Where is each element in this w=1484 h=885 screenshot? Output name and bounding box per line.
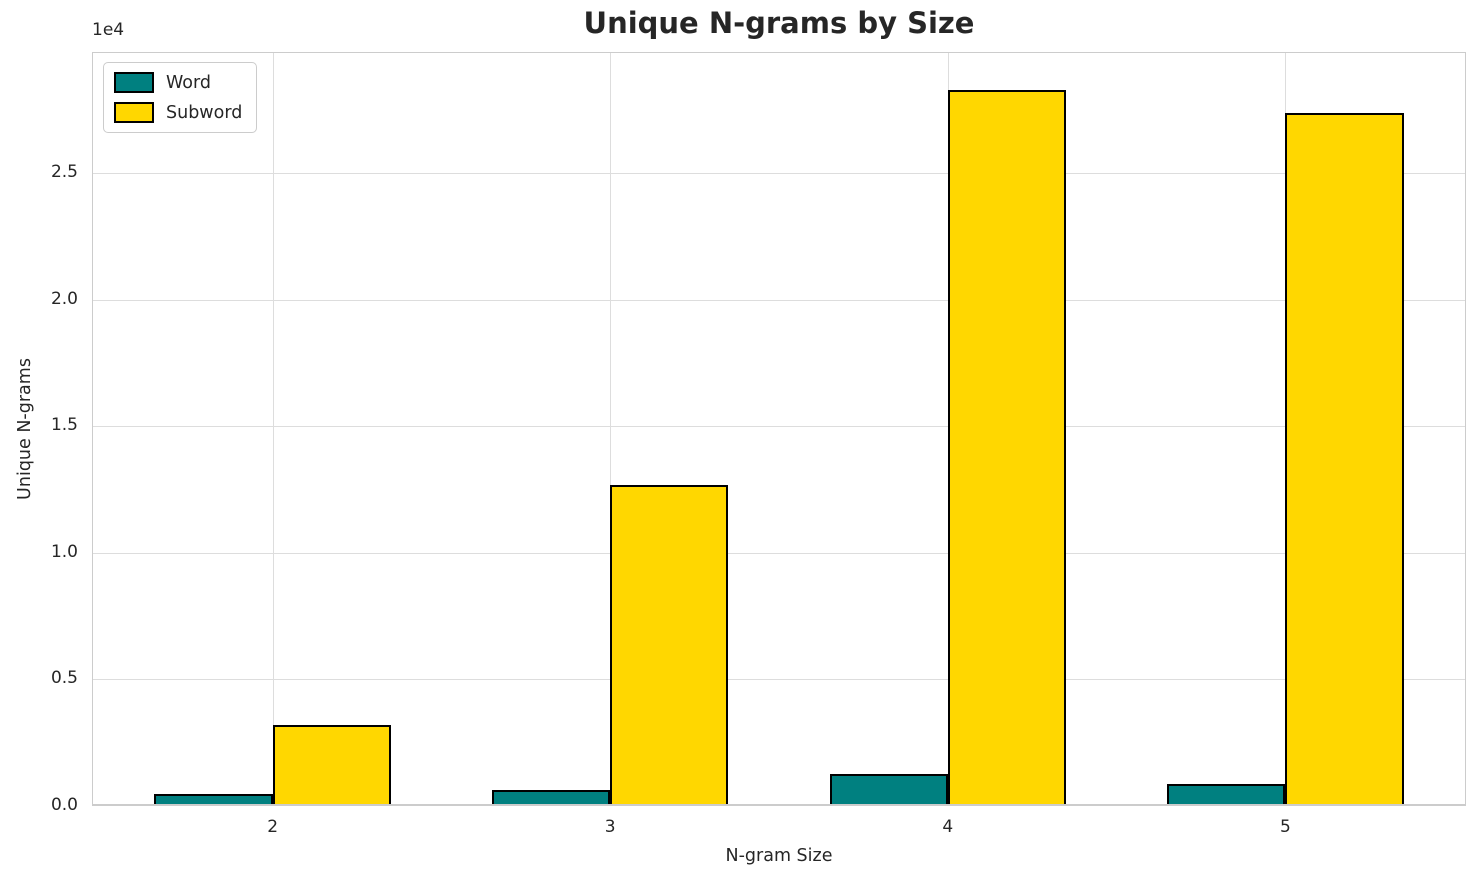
y-tick-label: 1.0: [50, 541, 78, 562]
bar-subword-3: [610, 484, 729, 806]
gridline: [610, 52, 612, 806]
chart-title: Unique N-grams by Size: [583, 6, 975, 40]
bar-word-2: [154, 794, 273, 806]
bar-word-3: [492, 789, 611, 806]
legend: Word Subword: [103, 62, 258, 133]
bar-subword-4: [947, 89, 1066, 806]
bar-word-4: [829, 774, 948, 806]
bar-word-5: [1167, 783, 1286, 806]
y-tick-label: 0.0: [50, 795, 78, 815]
gridline: [272, 52, 274, 806]
legend-label-subword: Subword: [166, 102, 243, 123]
gridline: [92, 173, 1466, 175]
y-tick-label: 2.5: [50, 162, 78, 183]
legend-item-word: Word: [114, 72, 242, 93]
x-tick-label: 5: [1279, 817, 1291, 837]
x-tick-label: 4: [942, 817, 954, 837]
legend-item-subword: Subword: [114, 102, 242, 123]
y-tick-label: 1.5: [50, 415, 78, 436]
plot-area: Word Subword: [92, 52, 1466, 806]
legend-swatch-subword: [114, 102, 154, 123]
y-tick-label: 0.5: [50, 668, 78, 689]
gridline: [92, 552, 1466, 554]
y-tick-label: 2.0: [50, 288, 78, 309]
bar-subword-2: [272, 725, 391, 806]
legend-swatch-word: [114, 72, 154, 93]
gridline: [92, 426, 1466, 428]
plot-border: [92, 52, 1466, 806]
x-axis-label: N-gram Size: [725, 846, 833, 866]
gridline: [92, 679, 1466, 681]
x-tick-label: 3: [604, 817, 616, 837]
legend-label-word: Word: [166, 72, 211, 93]
bar-subword-5: [1285, 112, 1404, 806]
y-axis-offset-label: 1e4: [92, 20, 125, 40]
gridline: [92, 299, 1466, 301]
x-tick-label: 2: [267, 817, 279, 837]
